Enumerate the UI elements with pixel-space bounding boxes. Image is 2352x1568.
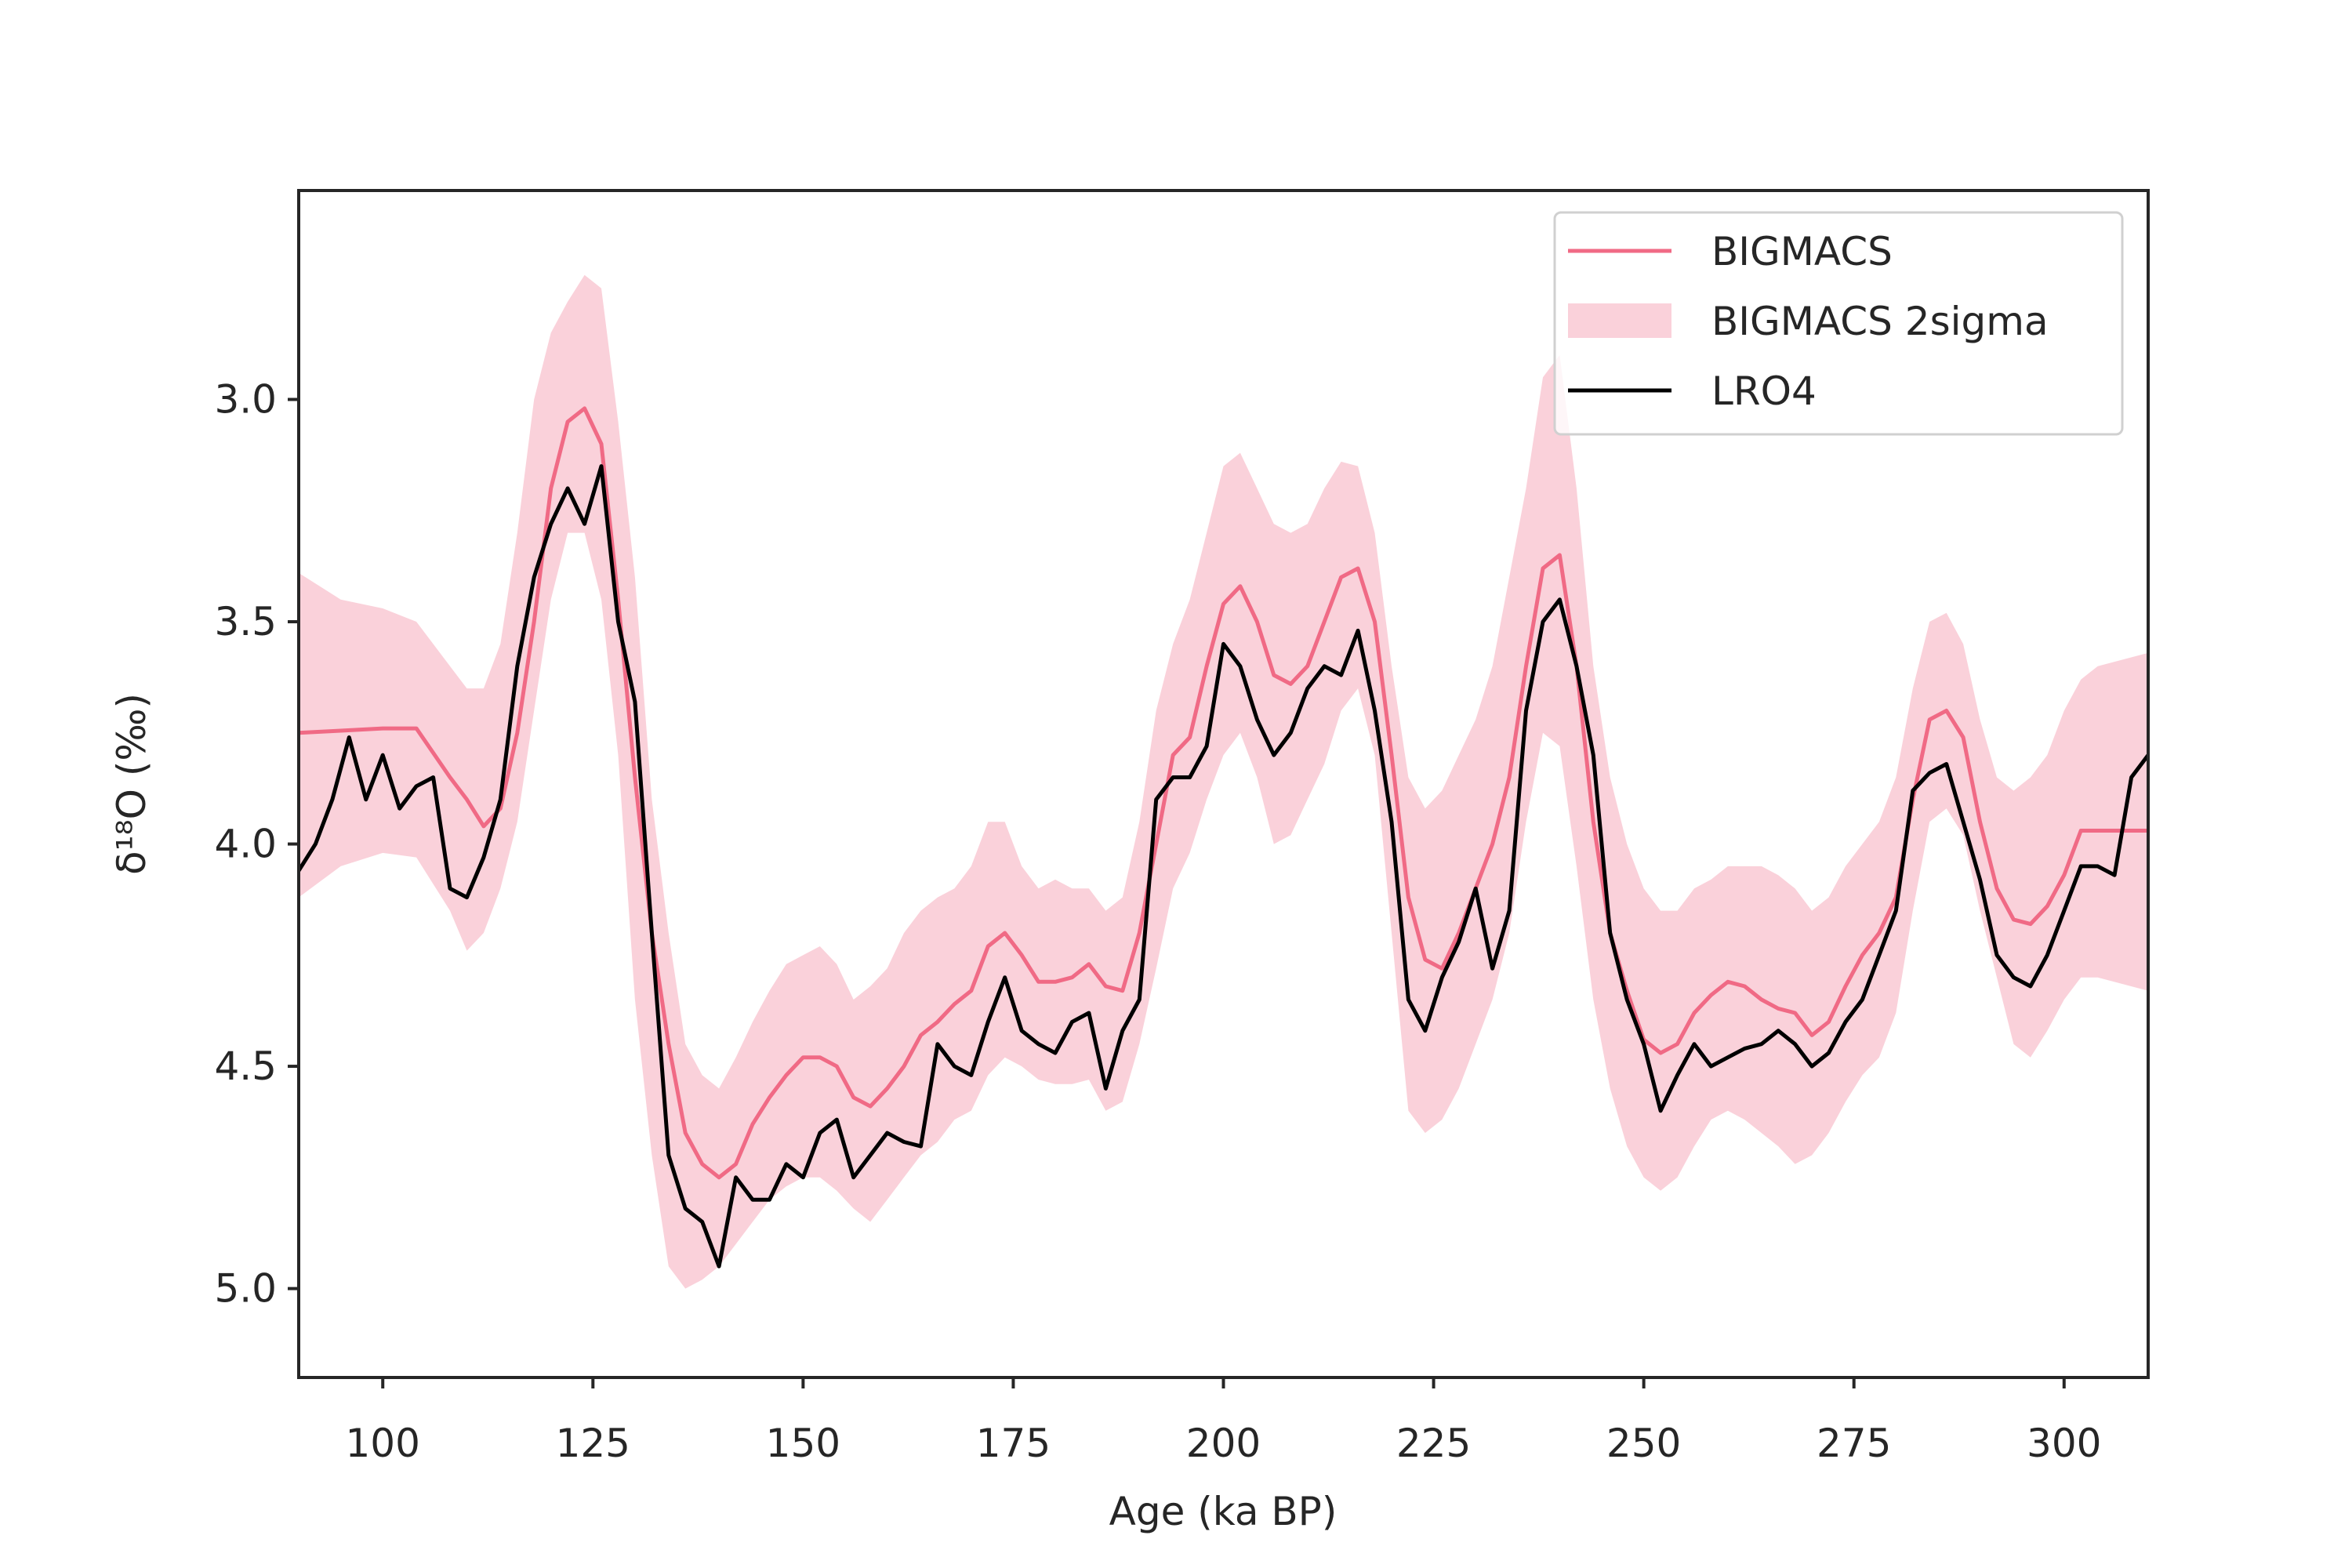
x-tick-label: 225 bbox=[1396, 1421, 1471, 1466]
y-tick-label: 3.5 bbox=[214, 599, 277, 644]
x-tick-label: 150 bbox=[766, 1421, 840, 1466]
legend-label: BIGMACS bbox=[1711, 229, 1893, 274]
legend-label: BIGMACS 2sigma bbox=[1711, 299, 2049, 344]
x-tick-label: 100 bbox=[346, 1421, 420, 1466]
x-tick-label: 300 bbox=[2027, 1421, 2101, 1466]
y-tick-label: 3.0 bbox=[214, 377, 277, 423]
y-tick-label: 4.5 bbox=[214, 1044, 277, 1089]
plot-area bbox=[299, 274, 2148, 1289]
series-line bbox=[299, 406, 2148, 1180]
legend-box bbox=[1553, 211, 2124, 436]
x-tick-label: 275 bbox=[1817, 1421, 1891, 1466]
y-tick-label: 4.0 bbox=[214, 822, 277, 867]
x-axis-label: Age (ka BP) bbox=[1109, 1489, 1338, 1534]
x-tick-label: 250 bbox=[1606, 1421, 1681, 1466]
legend-swatch bbox=[1568, 303, 1671, 338]
y-axis-label: δ¹⁸O (‰) bbox=[109, 693, 154, 875]
legend: BIGMACS BIGMACS 2sigma LRO4 bbox=[1553, 211, 2124, 436]
y-tick-label: 5.0 bbox=[214, 1266, 277, 1312]
x-tick-label: 175 bbox=[976, 1421, 1051, 1466]
legend-label: LRO4 bbox=[1711, 368, 1817, 414]
x-tick-label: 200 bbox=[1186, 1421, 1261, 1466]
uncertainty-band bbox=[299, 274, 2148, 1289]
series-line bbox=[299, 464, 2148, 1269]
x-tick-label: 125 bbox=[556, 1421, 630, 1466]
